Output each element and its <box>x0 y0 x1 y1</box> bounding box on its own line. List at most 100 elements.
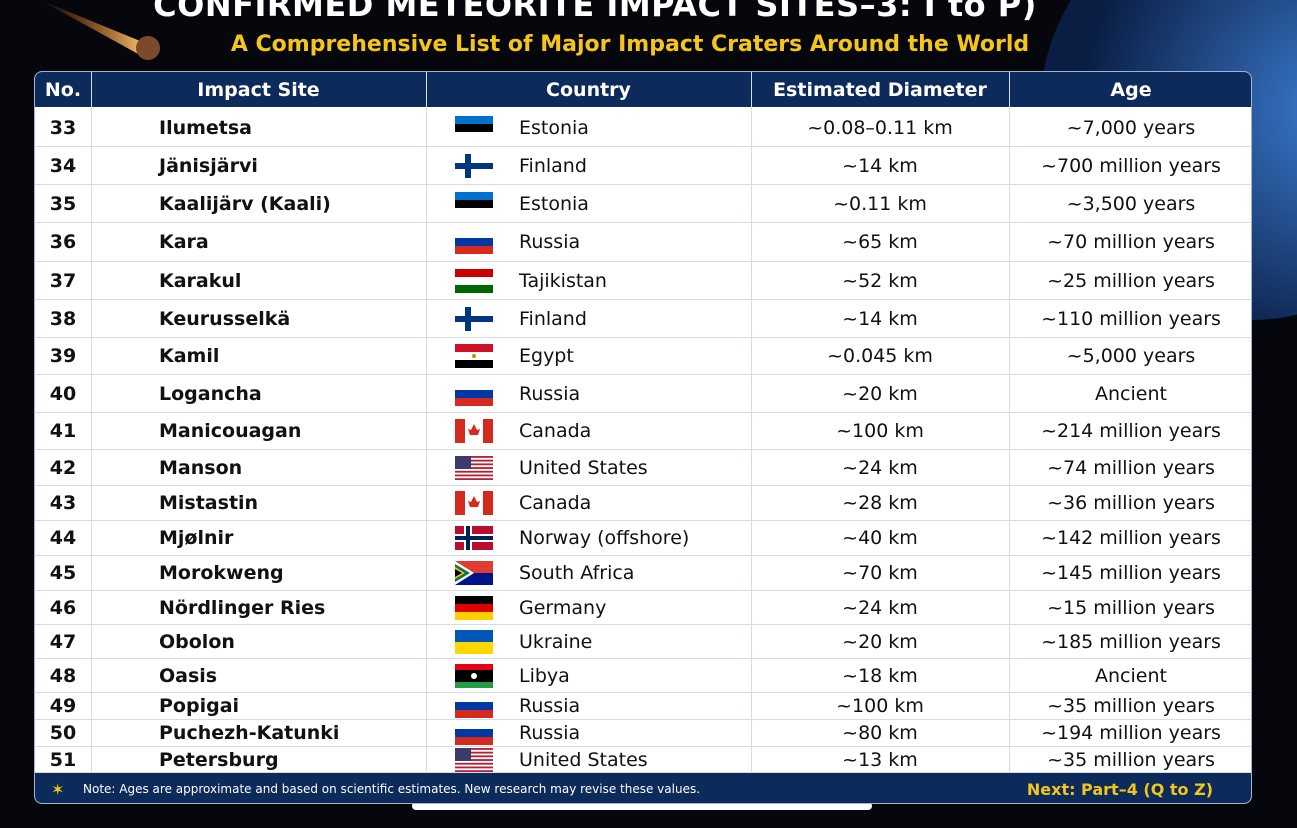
row-divider <box>35 337 1251 338</box>
flag <box>455 147 493 184</box>
column-header: Country <box>546 78 631 101</box>
impact-site: Kamil <box>159 345 220 367</box>
diameter: ~13 km <box>842 748 918 771</box>
flag <box>455 375 493 412</box>
diameter: ~100 km <box>836 420 924 442</box>
row-divider <box>35 590 1251 591</box>
country: Norway (offshore) <box>519 527 690 549</box>
column-header: Age <box>1110 78 1152 101</box>
country: United States <box>519 456 648 479</box>
flag <box>455 693 493 719</box>
row-divider <box>35 222 1251 223</box>
country: Russia <box>519 382 581 405</box>
diameter: ~24 km <box>842 456 918 479</box>
row-divider <box>35 485 1251 486</box>
row-number: 44 <box>49 527 77 549</box>
column-header: Impact Site <box>197 78 320 101</box>
impact-site: Logancha <box>159 382 262 405</box>
country: Finland <box>519 154 587 177</box>
impact-site: Popigai <box>159 695 240 717</box>
row-divider <box>35 772 1251 773</box>
row-number: 45 <box>49 562 77 584</box>
column-divider <box>91 72 92 773</box>
row-number: 41 <box>49 420 77 442</box>
age: ~36 million years <box>1047 492 1215 514</box>
age: ~194 million years <box>1041 722 1221 744</box>
country: Egypt <box>519 345 574 367</box>
next-link[interactable]: Next: Part–4 (Q to Z) <box>1026 779 1213 799</box>
flag <box>455 109 493 146</box>
row-divider <box>35 555 1251 556</box>
note: Note: Ages are approximate and based on … <box>83 782 701 796</box>
column-divider <box>1009 72 1010 773</box>
diameter: ~65 km <box>842 231 918 253</box>
impact-site: Manson <box>159 456 243 479</box>
age: ~185 million years <box>1041 630 1221 653</box>
flag <box>455 413 493 449</box>
flag <box>455 659 493 692</box>
flag <box>455 720 493 746</box>
age: ~142 million years <box>1041 527 1221 549</box>
row-number: 50 <box>49 722 77 744</box>
header-row <box>35 72 1251 107</box>
row-divider <box>35 261 1251 262</box>
impact-site: Ilumetsa <box>159 116 253 139</box>
column-header: Estimated Diameter <box>773 78 987 101</box>
title: CONFIRMED METEORITE IMPACT SITES–3: I to… <box>153 0 1037 24</box>
impact-site: Kara <box>159 231 209 253</box>
country: Finland <box>519 307 587 330</box>
country: United States <box>519 748 648 771</box>
flag <box>455 450 493 485</box>
age: ~74 million years <box>1047 456 1215 479</box>
flag <box>455 591 493 624</box>
row-divider <box>35 146 1251 147</box>
subtitle: A Comprehensive List of Major Impact Cra… <box>230 32 1030 57</box>
diameter: ~24 km <box>842 596 918 619</box>
age: ~214 million years <box>1041 420 1221 442</box>
impact-site: Puchezh-Katunki <box>159 722 340 744</box>
age: ~7,000 years <box>1066 116 1196 139</box>
diameter: ~14 km <box>842 154 918 177</box>
impact-site: Keurusselkä <box>159 307 291 330</box>
country: Russia <box>519 695 581 717</box>
diameter: ~70 km <box>842 562 918 584</box>
row-number: 46 <box>49 596 77 619</box>
diameter: ~100 km <box>836 695 924 717</box>
country: Estonia <box>519 116 589 139</box>
diameter: ~28 km <box>842 492 918 514</box>
column-header: No. <box>44 78 82 101</box>
diameter: ~0.08–0.11 km <box>807 116 953 139</box>
age: ~110 million years <box>1041 307 1221 330</box>
age: Ancient <box>1095 382 1167 405</box>
row-number: 39 <box>49 345 77 367</box>
country: Canada <box>519 420 592 442</box>
diameter: ~0.045 km <box>827 345 933 367</box>
home-indicator <box>412 802 872 810</box>
note-icon: ✶ <box>51 779 65 799</box>
flag <box>455 747 493 772</box>
country: Russia <box>519 231 581 253</box>
impact-site: Mjølnir <box>159 527 234 549</box>
row-divider <box>35 374 1251 375</box>
age: ~35 million years <box>1047 695 1215 717</box>
row-divider <box>35 719 1251 720</box>
diameter: ~20 km <box>842 382 918 405</box>
row-number: 36 <box>49 231 77 253</box>
flag <box>455 185 493 222</box>
impact-site: Mistastin <box>159 492 259 514</box>
country: South Africa <box>519 562 635 584</box>
country: Canada <box>519 492 592 514</box>
row-divider <box>35 412 1251 413</box>
country: Estonia <box>519 192 589 215</box>
diameter: ~18 km <box>842 664 918 687</box>
impact-site: Nördlinger Ries <box>159 596 326 619</box>
age: ~15 million years <box>1047 596 1215 619</box>
flag <box>455 625 493 658</box>
row-divider <box>35 299 1251 300</box>
age: Ancient <box>1095 664 1167 687</box>
row-number: 51 <box>49 748 77 771</box>
row-number: 35 <box>49 192 77 215</box>
country: Ukraine <box>519 630 593 653</box>
flag <box>455 556 493 590</box>
flag <box>455 262 493 299</box>
